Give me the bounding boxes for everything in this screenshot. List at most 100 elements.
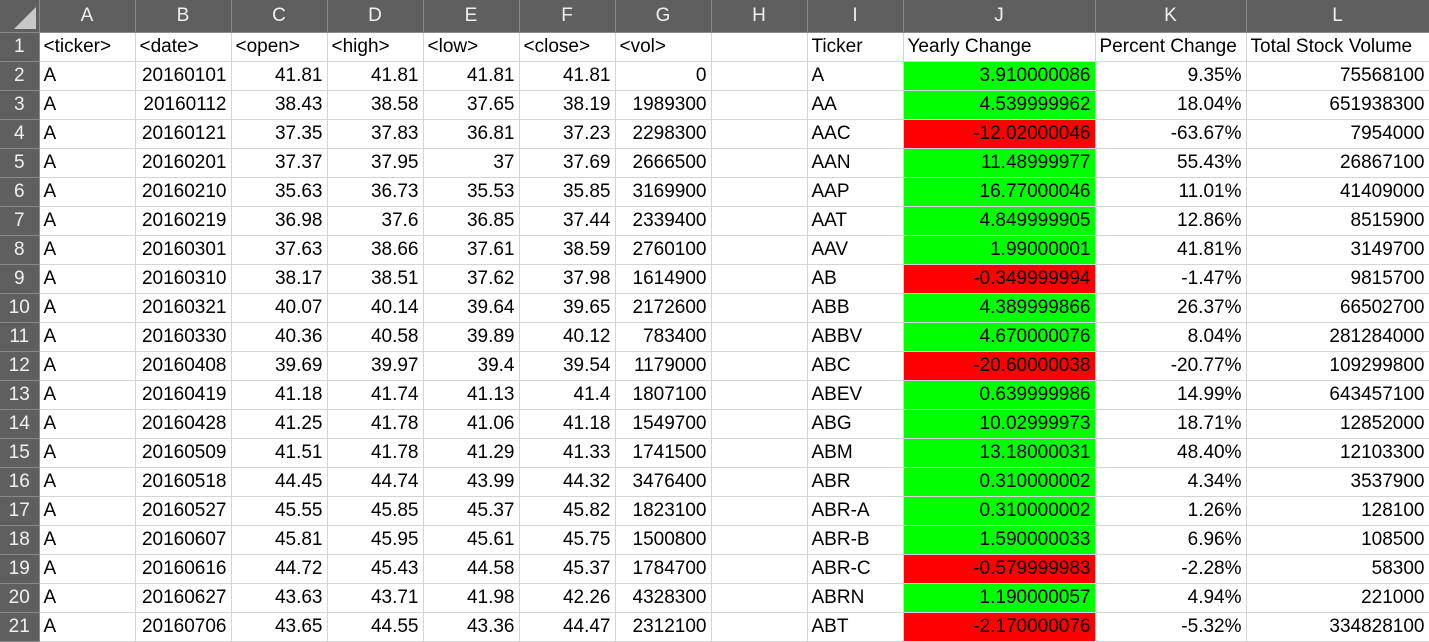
cell-f2[interactable]: 41.81 xyxy=(519,61,616,91)
cell-k1[interactable]: Percent Change xyxy=(1095,32,1247,62)
cell-b15[interactable]: 20160509 xyxy=(135,438,232,468)
cell-c11[interactable]: 40.36 xyxy=(231,322,328,352)
cell-h6[interactable] xyxy=(711,177,808,207)
cell-c3[interactable]: 38.43 xyxy=(231,90,328,120)
cell-k19[interactable]: -2.28% xyxy=(1095,554,1247,584)
cell-h13[interactable] xyxy=(711,380,808,410)
cell-e10[interactable]: 39.64 xyxy=(423,293,520,323)
row-header-11[interactable]: 11 xyxy=(0,322,40,352)
column-header-a[interactable]: A xyxy=(39,0,136,33)
row-header-9[interactable]: 9 xyxy=(0,264,40,294)
cell-a13[interactable]: A xyxy=(39,380,136,410)
cell-a12[interactable]: A xyxy=(39,351,136,381)
column-header-i[interactable]: I xyxy=(807,0,904,33)
cell-l18[interactable]: 108500 xyxy=(1246,525,1429,555)
cell-l15[interactable]: 12103300 xyxy=(1246,438,1429,468)
cell-b11[interactable]: 20160330 xyxy=(135,322,232,352)
cell-f9[interactable]: 37.98 xyxy=(519,264,616,294)
cell-f13[interactable]: 41.4 xyxy=(519,380,616,410)
cell-d3[interactable]: 38.58 xyxy=(327,90,424,120)
cell-c16[interactable]: 44.45 xyxy=(231,467,328,497)
cell-e4[interactable]: 36.81 xyxy=(423,119,520,149)
cell-f7[interactable]: 37.44 xyxy=(519,206,616,236)
cell-e2[interactable]: 41.81 xyxy=(423,61,520,91)
cell-h9[interactable] xyxy=(711,264,808,294)
cell-l11[interactable]: 281284000 xyxy=(1246,322,1429,352)
row-header-21[interactable]: 21 xyxy=(0,612,40,642)
cell-e1[interactable]: <low> xyxy=(423,32,520,62)
cell-e6[interactable]: 35.53 xyxy=(423,177,520,207)
cell-c14[interactable]: 41.25 xyxy=(231,409,328,439)
cell-g21[interactable]: 2312100 xyxy=(615,612,712,642)
cell-e14[interactable]: 41.06 xyxy=(423,409,520,439)
column-header-e[interactable]: E xyxy=(423,0,520,33)
cell-g15[interactable]: 1741500 xyxy=(615,438,712,468)
cell-b12[interactable]: 20160408 xyxy=(135,351,232,381)
row-header-14[interactable]: 14 xyxy=(0,409,40,439)
cell-g4[interactable]: 2298300 xyxy=(615,119,712,149)
cell-k4[interactable]: -63.67% xyxy=(1095,119,1247,149)
column-header-c[interactable]: C xyxy=(231,0,328,33)
cell-a2[interactable]: A xyxy=(39,61,136,91)
cell-f18[interactable]: 45.75 xyxy=(519,525,616,555)
column-header-h[interactable]: H xyxy=(711,0,808,33)
cell-k15[interactable]: 48.40% xyxy=(1095,438,1247,468)
cell-a4[interactable]: A xyxy=(39,119,136,149)
cell-g3[interactable]: 1989300 xyxy=(615,90,712,120)
cell-l10[interactable]: 66502700 xyxy=(1246,293,1429,323)
row-header-3[interactable]: 3 xyxy=(0,90,40,120)
cell-f17[interactable]: 45.82 xyxy=(519,496,616,526)
cell-c19[interactable]: 44.72 xyxy=(231,554,328,584)
cell-a6[interactable]: A xyxy=(39,177,136,207)
row-header-16[interactable]: 16 xyxy=(0,467,40,497)
cell-g1[interactable]: <vol> xyxy=(615,32,712,62)
cell-l20[interactable]: 221000 xyxy=(1246,583,1429,613)
cell-g16[interactable]: 3476400 xyxy=(615,467,712,497)
cell-j8[interactable]: 1.99000001 xyxy=(903,235,1096,265)
cell-b4[interactable]: 20160121 xyxy=(135,119,232,149)
cell-c5[interactable]: 37.37 xyxy=(231,148,328,178)
cell-h8[interactable] xyxy=(711,235,808,265)
cell-l9[interactable]: 9815700 xyxy=(1246,264,1429,294)
cell-e19[interactable]: 44.58 xyxy=(423,554,520,584)
cell-g9[interactable]: 1614900 xyxy=(615,264,712,294)
cell-l8[interactable]: 3149700 xyxy=(1246,235,1429,265)
cell-d6[interactable]: 36.73 xyxy=(327,177,424,207)
cell-h20[interactable] xyxy=(711,583,808,613)
cell-e20[interactable]: 41.98 xyxy=(423,583,520,613)
cell-h1[interactable] xyxy=(711,32,808,62)
row-header-10[interactable]: 10 xyxy=(0,293,40,323)
cell-a10[interactable]: A xyxy=(39,293,136,323)
cell-i12[interactable]: ABC xyxy=(807,351,904,381)
cell-i9[interactable]: AB xyxy=(807,264,904,294)
cell-i10[interactable]: ABB xyxy=(807,293,904,323)
cell-k3[interactable]: 18.04% xyxy=(1095,90,1247,120)
cell-e18[interactable]: 45.61 xyxy=(423,525,520,555)
cell-k8[interactable]: 41.81% xyxy=(1095,235,1247,265)
cell-k12[interactable]: -20.77% xyxy=(1095,351,1247,381)
column-header-l[interactable]: L xyxy=(1246,0,1429,33)
row-header-13[interactable]: 13 xyxy=(0,380,40,410)
cell-c9[interactable]: 38.17 xyxy=(231,264,328,294)
column-header-k[interactable]: K xyxy=(1095,0,1247,33)
cell-j11[interactable]: 4.670000076 xyxy=(903,322,1096,352)
cell-j9[interactable]: -0.349999994 xyxy=(903,264,1096,294)
cell-d19[interactable]: 45.43 xyxy=(327,554,424,584)
column-header-g[interactable]: G xyxy=(615,0,712,33)
cell-h17[interactable] xyxy=(711,496,808,526)
cell-h2[interactable] xyxy=(711,61,808,91)
cell-e9[interactable]: 37.62 xyxy=(423,264,520,294)
cell-d11[interactable]: 40.58 xyxy=(327,322,424,352)
cell-j6[interactable]: 16.77000046 xyxy=(903,177,1096,207)
cell-c2[interactable]: 41.81 xyxy=(231,61,328,91)
cell-i16[interactable]: ABR xyxy=(807,467,904,497)
cell-j15[interactable]: 13.18000031 xyxy=(903,438,1096,468)
cell-k16[interactable]: 4.34% xyxy=(1095,467,1247,497)
cell-j7[interactable]: 4.849999905 xyxy=(903,206,1096,236)
cell-k10[interactable]: 26.37% xyxy=(1095,293,1247,323)
cell-f21[interactable]: 44.47 xyxy=(519,612,616,642)
cell-i21[interactable]: ABT xyxy=(807,612,904,642)
cell-c20[interactable]: 43.63 xyxy=(231,583,328,613)
cell-i19[interactable]: ABR-C xyxy=(807,554,904,584)
cell-d12[interactable]: 39.97 xyxy=(327,351,424,381)
